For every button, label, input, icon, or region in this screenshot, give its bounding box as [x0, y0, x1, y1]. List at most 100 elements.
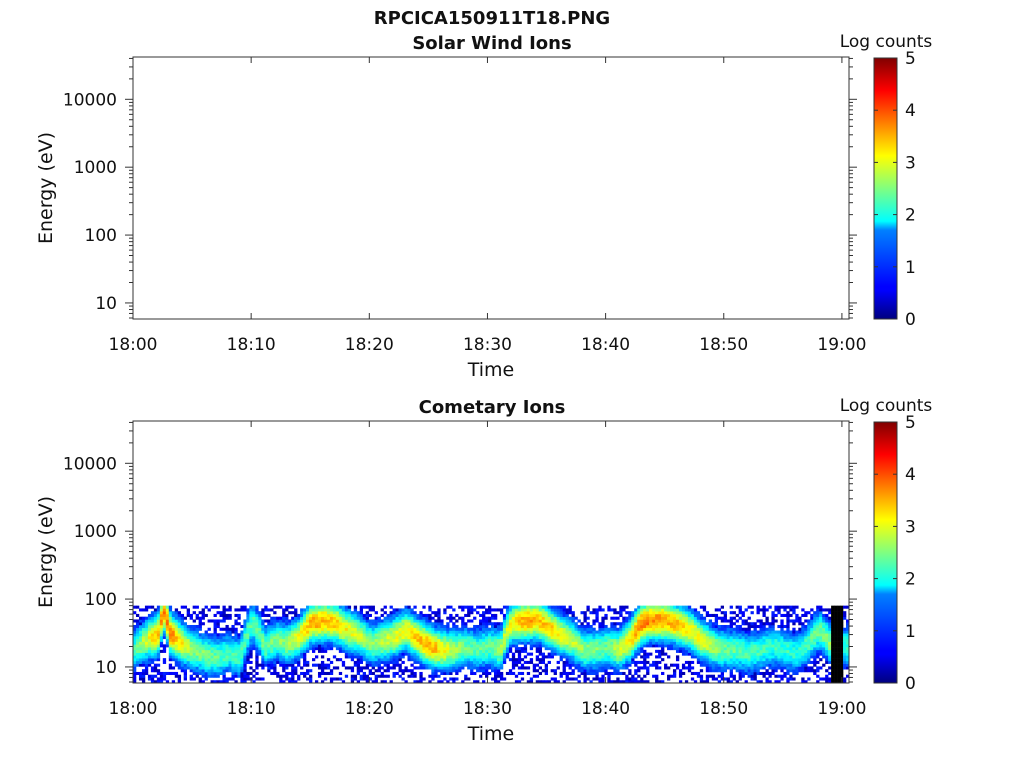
spectrogram-cell [482, 633, 486, 637]
spectrogram-cell [189, 658, 193, 662]
spectrogram-cell [580, 644, 584, 648]
spectrogram-cell [586, 622, 590, 626]
spectrogram-cell [491, 630, 495, 634]
spectrogram-cell [246, 655, 250, 659]
spectrogram-cell [505, 644, 510, 648]
spectrogram-cell [168, 652, 173, 656]
spectrogram-cell [195, 663, 199, 667]
spectrogram-cell [550, 624, 554, 629]
spectrogram-cell [583, 658, 587, 662]
spectrogram-cell [550, 611, 554, 615]
spectrogram-cell [473, 658, 477, 662]
spectrogram-cell [207, 658, 211, 662]
spectrogram-cell [374, 611, 378, 615]
spectrogram-cell [323, 608, 328, 612]
spectrogram-cell [476, 630, 480, 634]
spectrogram-cell [231, 630, 235, 634]
spectrogram-cell [476, 644, 480, 648]
spectrogram-cell [183, 638, 187, 642]
spectrogram-cell [634, 669, 638, 673]
spectrogram-cell [598, 622, 602, 626]
spectrogram-cell [455, 658, 459, 662]
spectrogram-cell [467, 647, 471, 651]
spectrogram-cell [386, 641, 390, 645]
spectrogram-cell [449, 652, 453, 656]
spectrogram-cell [619, 638, 623, 642]
spectrogram-cell [702, 641, 707, 645]
spectrogram-cell [675, 622, 680, 626]
spectrogram-cell [434, 644, 438, 648]
spectrogram-cell [228, 638, 232, 642]
spectrogram-cell [771, 644, 775, 648]
spectrogram-cell [661, 611, 665, 615]
spectrogram-cell [616, 622, 620, 626]
spectrogram-cell [431, 674, 435, 678]
spectrogram-cell [658, 641, 662, 645]
spectrogram-cell [529, 641, 534, 645]
spectrogram-cell [434, 636, 438, 640]
spectrogram-cell [547, 633, 551, 637]
spectrogram-cell [613, 611, 617, 615]
spectrogram-cell [625, 633, 629, 637]
spectrogram-cell [738, 630, 742, 634]
spectrogram-cell [795, 652, 799, 656]
spectrogram-cell [189, 630, 193, 634]
spectrogram-cell [291, 616, 295, 620]
spectrogram-cell [470, 655, 474, 659]
spectrogram-cell [619, 647, 623, 651]
spectrogram-cell [640, 624, 644, 629]
spectrogram-cell [213, 644, 217, 648]
spectrogram-cell [571, 633, 575, 637]
spectrogram-cell [523, 619, 528, 623]
spectrogram-cell [395, 636, 399, 640]
spectrogram-cell [520, 663, 525, 667]
spectrogram-cell [502, 647, 507, 651]
spectrogram-cell [562, 671, 566, 676]
spectrogram-cell [598, 627, 602, 631]
spectrogram-cell [341, 624, 346, 629]
spectrogram-cell [270, 658, 274, 662]
spectrogram-cell [329, 633, 334, 637]
spectrogram-cell [780, 674, 784, 678]
spectrogram-cell [586, 638, 590, 642]
spectrogram-cell [613, 622, 617, 626]
spectrogram-cell [204, 649, 208, 653]
spectrogram-cell [464, 677, 468, 681]
spectrogram-cell [592, 666, 596, 670]
spectrogram-cell [249, 655, 253, 659]
spectrogram-cell [672, 633, 677, 637]
spectrogram-cell [637, 622, 641, 626]
spectrogram-cell [443, 624, 447, 629]
spectrogram-cell [482, 622, 486, 626]
spectrogram-cell [273, 633, 277, 637]
spectrogram-cell [610, 658, 614, 662]
spectrogram-cell [443, 677, 447, 681]
spectrogram-cell [562, 622, 566, 626]
spectrogram-cell [407, 655, 411, 659]
spectrogram-cell [756, 630, 760, 634]
spectrogram-cell [356, 616, 361, 620]
spectrogram-cell [159, 611, 164, 615]
spectrogram-cell [317, 622, 322, 626]
spectrogram-cell [320, 641, 325, 645]
spectrogram-cell [243, 655, 247, 659]
spectrogram-cell [786, 663, 790, 667]
spectrogram-cell [189, 616, 193, 620]
spectrogram-cell [595, 641, 599, 645]
spectrogram-cell [359, 674, 364, 678]
spectrogram-cell [496, 644, 501, 648]
spectrogram-cell [285, 658, 289, 662]
spectrogram-cell [353, 622, 358, 626]
spectrogram-cell [565, 611, 569, 615]
spectrogram-cell [404, 669, 408, 673]
spectrogram-cell [502, 624, 507, 629]
spectrogram-cell [195, 649, 199, 653]
spectrogram-cell [628, 616, 632, 620]
spectrogram-cell [368, 658, 372, 662]
spectrogram-cell [598, 658, 602, 662]
spectrogram-cell [222, 641, 226, 645]
spectrogram-cell [138, 655, 143, 659]
spectrogram-cell [189, 677, 193, 681]
spectrogram-cell [320, 680, 325, 683]
spectrogram-cell [201, 613, 205, 617]
